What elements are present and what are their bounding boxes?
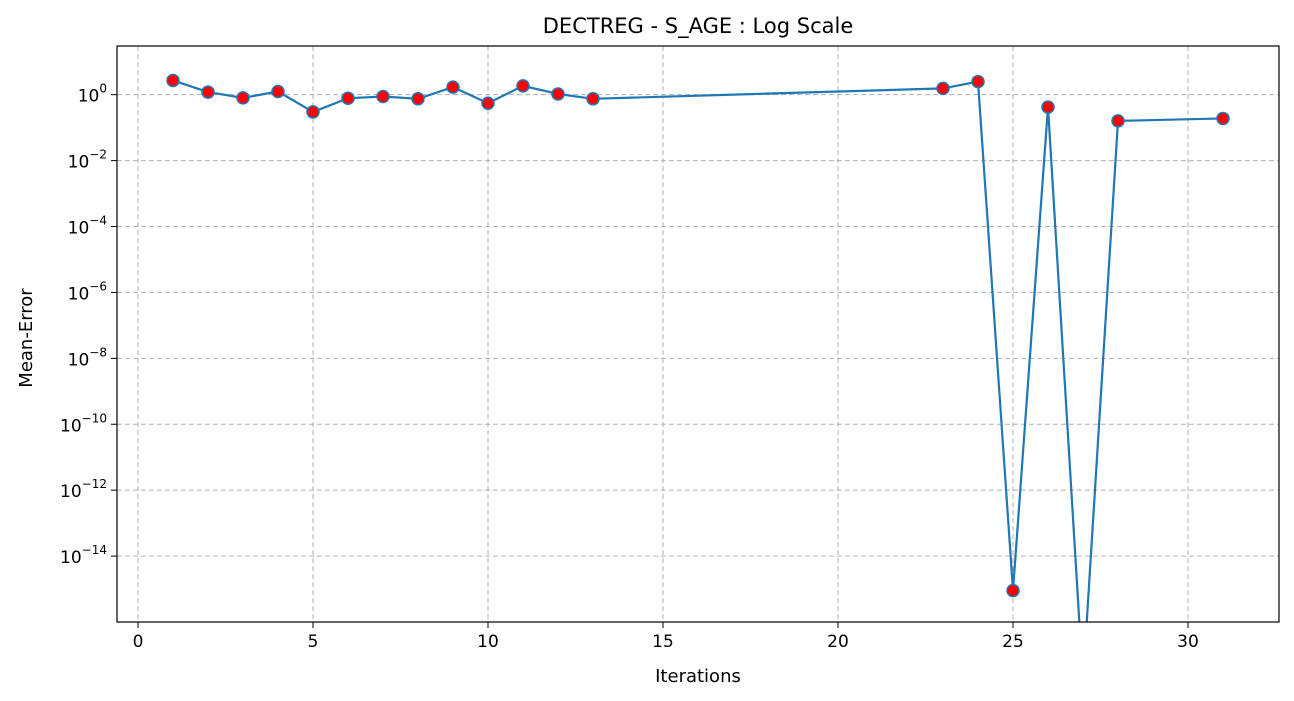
x-tick-label: 5 bbox=[308, 632, 319, 652]
x-tick-label: 25 bbox=[1002, 632, 1024, 652]
data-point bbox=[271, 84, 285, 99]
data-point bbox=[376, 89, 390, 104]
y-tick-label: 10−2 bbox=[68, 148, 107, 173]
y-tick-label-base: 10 bbox=[60, 482, 82, 502]
data-point bbox=[1041, 100, 1055, 114]
y-tick-label-base: 10 bbox=[68, 219, 90, 239]
series-line-segment bbox=[276, 90, 315, 114]
y-tick-label-base: 10 bbox=[68, 153, 90, 173]
y-tick-label-exponent: −10 bbox=[82, 411, 107, 425]
y-tick-label-base: 10 bbox=[68, 284, 90, 304]
data-point bbox=[411, 92, 425, 106]
data-point bbox=[1111, 114, 1125, 128]
x-tick-label: 10 bbox=[477, 632, 499, 652]
plot-frame bbox=[116, 45, 1280, 623]
data-point bbox=[516, 79, 530, 93]
y-tick-label-base: 10 bbox=[60, 548, 82, 568]
data-point bbox=[971, 74, 985, 89]
series-layer bbox=[166, 73, 1230, 622]
data-point bbox=[481, 96, 495, 110]
y-tick-label-exponent: 0 bbox=[99, 82, 107, 96]
axis-layer: 0 5 10 15 20 25 3010010−210−410−610−810−1010−1… bbox=[60, 82, 1199, 652]
data-point bbox=[551, 87, 565, 101]
y-tick-label: 10−8 bbox=[68, 345, 107, 370]
data-point bbox=[306, 105, 320, 119]
series-line-segment bbox=[1116, 117, 1225, 123]
y-tick-label: 10−4 bbox=[68, 214, 107, 239]
series-line-segment bbox=[1046, 105, 1081, 622]
data-point bbox=[1006, 583, 1020, 598]
data-point bbox=[236, 91, 250, 105]
y-tick-label-exponent: −12 bbox=[82, 477, 107, 491]
x-tick-label: 20 bbox=[827, 632, 849, 652]
y-tick-label: 10−14 bbox=[60, 543, 107, 568]
y-tick-label: 10−10 bbox=[60, 411, 107, 436]
series-line-segment bbox=[1011, 105, 1050, 592]
y-tick-label-exponent: −2 bbox=[89, 148, 107, 162]
data-point bbox=[446, 80, 460, 94]
x-tick-label: 0 bbox=[133, 632, 144, 652]
y-tick-label: 10−12 bbox=[60, 477, 107, 502]
data-point bbox=[166, 73, 180, 88]
grid-lines bbox=[117, 46, 1279, 622]
x-tick-label: 15 bbox=[652, 632, 674, 652]
y-tick-label-exponent: −8 bbox=[89, 345, 107, 359]
data-point bbox=[1216, 111, 1230, 126]
y-tick-label-base: 10 bbox=[68, 350, 90, 370]
series-line-segment bbox=[1085, 119, 1120, 622]
y-tick-label-exponent: −14 bbox=[82, 543, 107, 557]
data-point bbox=[201, 85, 215, 99]
data-point bbox=[341, 91, 355, 105]
y-tick-label: 10−6 bbox=[68, 279, 107, 304]
data-point bbox=[586, 92, 600, 106]
series-line-segment bbox=[591, 87, 945, 100]
chart-title: DECTREG - S_AGE : Log Scale bbox=[543, 14, 853, 39]
y-tick-label-base: 10 bbox=[60, 416, 82, 436]
y-tick-label-base: 10 bbox=[78, 87, 100, 107]
series-line-segment bbox=[976, 80, 1015, 592]
y-tick-label-exponent: −6 bbox=[89, 279, 107, 293]
y-axis-label: Mean-Error bbox=[16, 288, 37, 388]
y-tick-label-exponent: −4 bbox=[89, 214, 107, 228]
x-tick-label: 30 bbox=[1177, 632, 1199, 652]
data-point bbox=[936, 81, 950, 96]
x-axis-label: Iterations bbox=[655, 666, 741, 687]
y-tick-label: 100 bbox=[78, 82, 107, 107]
